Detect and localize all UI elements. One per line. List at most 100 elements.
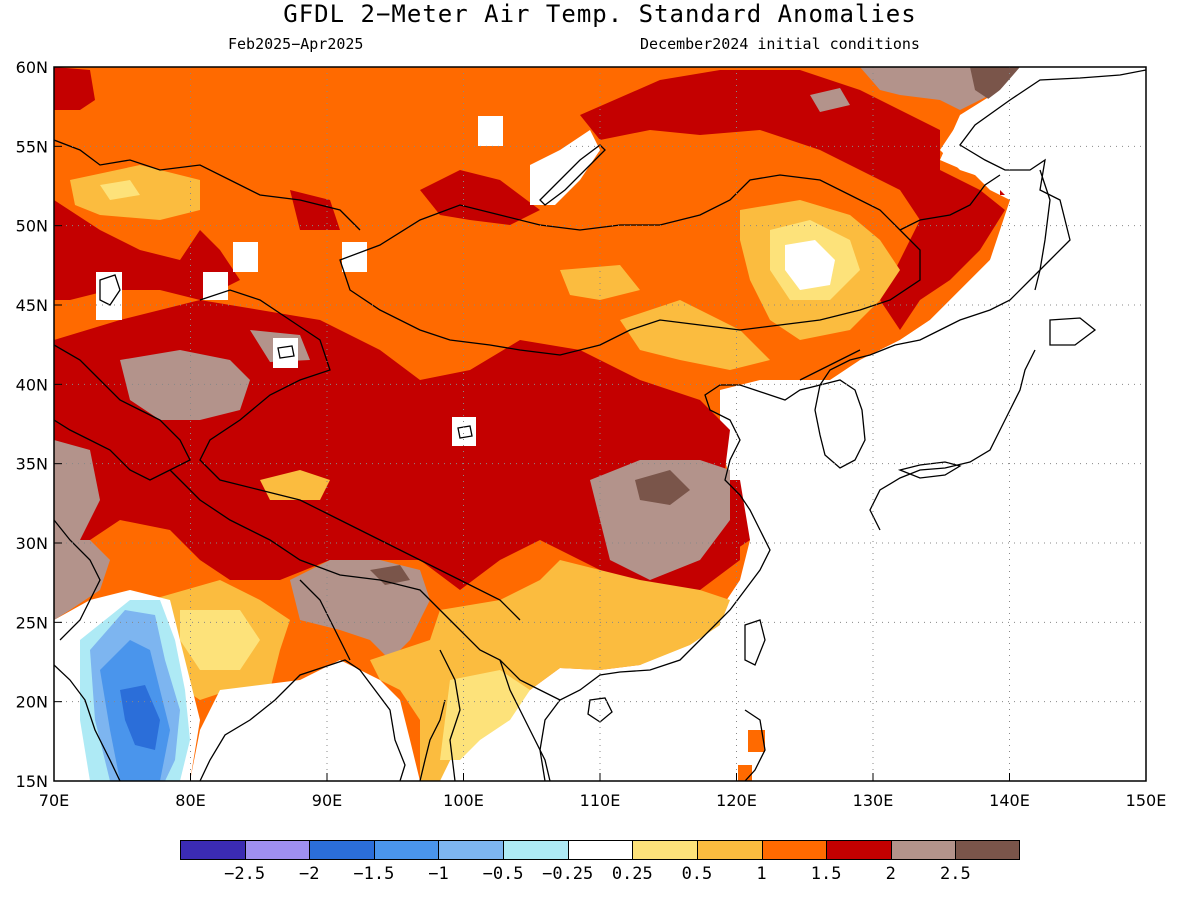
lon-label: 140E	[989, 791, 1030, 810]
field-0.25to0.5-sw	[440, 670, 530, 760]
lake-baikal-outline	[539, 144, 606, 206]
anomaly-map: 70E 80E 90E 100E 110E 120E 130E 140E 150E 60N 55N 5…	[16, 58, 1167, 810]
legend-swatch	[826, 840, 891, 860]
lake-qinghai	[452, 417, 476, 446]
lake-zaysan	[233, 242, 258, 272]
legend-label: −1	[428, 864, 449, 884]
field-white-inner	[785, 240, 835, 290]
field-1.5to2-baikal	[420, 170, 540, 225]
legend-swatch	[244, 840, 310, 860]
lake-balkhash	[96, 272, 122, 320]
border-burma-thai	[439, 649, 461, 781]
lon-label: 120E	[716, 791, 757, 810]
field-0.25to0.5-kaz	[100, 180, 140, 200]
legend-swatch	[180, 840, 245, 860]
legend-swatch	[890, 840, 956, 860]
lake-khovsgol	[478, 116, 503, 146]
legend-label: −0.25	[542, 864, 594, 884]
field-0.5to1-nchina	[620, 300, 770, 370]
lake-uvs	[342, 242, 367, 272]
lat-label: 20N	[16, 693, 48, 712]
field-2to2.5-india-nw	[54, 540, 110, 620]
legend-label: −0.5	[482, 864, 524, 884]
legend-swatch	[955, 840, 1020, 860]
chart-title: GFDL 2−Meter Air Temp. Standard Anomalie…	[283, 0, 917, 28]
field-taiwan	[748, 730, 765, 752]
coast-east-asia	[539, 69, 1146, 781]
lat-label: 45N	[16, 296, 48, 315]
legend-swatch	[567, 840, 633, 860]
gridlines	[54, 67, 1146, 781]
field-2to2.5-ne2	[810, 88, 850, 112]
field-0.25to0.5-india	[180, 610, 260, 670]
legend-swatch	[309, 840, 374, 860]
lake-qinghai-outline	[457, 425, 473, 439]
lon-label: 70E	[39, 791, 69, 810]
legend-swatch	[373, 840, 439, 860]
coast-sakhalin	[1034, 169, 1051, 291]
field-luzon	[738, 765, 752, 781]
lon-label: 80E	[175, 791, 205, 810]
legend-swatch	[503, 840, 568, 860]
legend-label: −2	[298, 864, 320, 884]
coast-japan	[869, 317, 1097, 531]
ocean-east	[720, 67, 1146, 781]
border-vietnam-laos	[499, 659, 551, 781]
lake-issyk	[273, 338, 298, 368]
lat-label: 35N	[16, 455, 48, 474]
lat-label: 25N	[16, 613, 48, 632]
legend-label: −2.5	[224, 864, 266, 884]
border-pakistan-india	[54, 519, 101, 641]
legend-swatch	[438, 840, 504, 860]
legend-swatch	[761, 840, 827, 860]
legend-label: 1	[756, 864, 767, 884]
field-2.5plus-china	[635, 470, 690, 505]
legend-label: 0.5	[681, 864, 713, 884]
axis-ticks: 70E 80E 90E 100E 110E 120E 130E 140E 150E 60N 55N 5…	[16, 58, 1167, 810]
border-mongolia	[339, 174, 921, 356]
coast-luzon	[744, 709, 766, 781]
border-kazakhstan-russia	[54, 139, 361, 231]
field-2.5plus-ne	[970, 67, 1020, 100]
field-2to2.5-china	[590, 460, 730, 580]
border-central-asia	[54, 344, 191, 481]
lat-label: 60N	[16, 58, 48, 77]
border-himalaya	[169, 469, 441, 611]
border-ne-china	[899, 174, 1001, 231]
anomaly-fill	[54, 67, 1146, 781]
legend-swatch	[632, 840, 697, 860]
lake-baikal-mask	[530, 130, 600, 205]
lake-balkhash-outline	[99, 274, 121, 306]
coast-korea	[814, 379, 866, 469]
lat-label: 15N	[16, 772, 48, 791]
lat-label: 40N	[16, 375, 48, 394]
lon-label: 110E	[580, 791, 621, 810]
coast-india-indochina	[54, 659, 446, 781]
field-1.5to2-north	[580, 70, 1005, 330]
field-2to2.5-tibet	[290, 560, 430, 660]
legend-label: 0.25	[611, 864, 653, 884]
coast-hainan	[587, 697, 613, 723]
initial-conditions: December2024 initial conditions	[640, 35, 920, 53]
lon-label: 90E	[312, 791, 342, 810]
lon-label: 150E	[1126, 791, 1167, 810]
legend-label: −1.5	[353, 864, 395, 884]
field-2to2.5-ca	[120, 350, 250, 420]
lake-alakol	[203, 272, 228, 300]
legend-label: 2	[885, 864, 896, 884]
field-0.5to1-mong	[560, 265, 640, 300]
lon-label: 100E	[443, 791, 484, 810]
legend-label: 2.5	[940, 864, 971, 884]
legend-label: 1.5	[810, 864, 842, 884]
border-china-nk	[799, 349, 861, 381]
coast-taiwan	[744, 619, 766, 666]
lat-label: 55N	[16, 137, 48, 156]
lake-issyk-outline	[277, 345, 295, 359]
lon-label: 130E	[853, 791, 894, 810]
field-2to2.5-pak	[54, 440, 100, 560]
field-1.5to2-nw	[54, 67, 95, 110]
border-china-west	[199, 289, 521, 621]
lat-label: 30N	[16, 534, 48, 553]
coastlines	[54, 69, 1146, 781]
ocean-bay-bengal	[190, 660, 420, 781]
